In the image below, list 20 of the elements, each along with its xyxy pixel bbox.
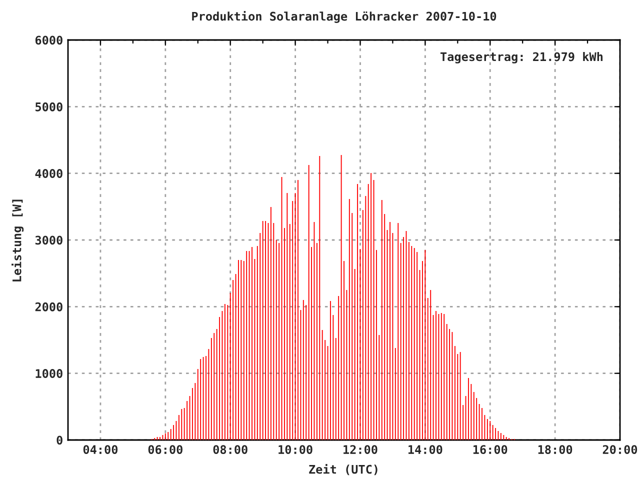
x-tick-label: 16:00 bbox=[473, 445, 508, 454]
x-tick-label: 18:00 bbox=[538, 445, 572, 454]
y-tick-label: 0 bbox=[56, 436, 62, 445]
y-tick-label: 3000 bbox=[35, 236, 62, 245]
x-axis-title: Zeit (UTC) bbox=[309, 464, 378, 476]
annotation: Tagesertrag: 21.979 kWh bbox=[440, 52, 603, 64]
x-tick-label: 14:00 bbox=[408, 445, 442, 454]
y-tick-label: 2000 bbox=[35, 302, 62, 312]
x-tick-label: 06:00 bbox=[148, 445, 182, 454]
y-tick-label: 1000 bbox=[36, 369, 62, 378]
chart-title: Produktion Solaranlage Löhracker 2007-10-10 bbox=[192, 10, 496, 23]
x-tick-label: 12:00 bbox=[344, 445, 378, 454]
x-tick-label: 10:00 bbox=[278, 445, 312, 454]
x-tick-label: 20:00 bbox=[602, 445, 638, 454]
y-tick-label: 6000 bbox=[35, 36, 62, 45]
y-tick-label: 5000 bbox=[36, 102, 62, 112]
y-tick-label: 4000 bbox=[35, 169, 62, 178]
y-axis-title: Leistung [W] bbox=[12, 200, 24, 282]
x-tick-label: 08:00 bbox=[213, 445, 248, 454]
x-tick-label: 04:00 bbox=[83, 445, 118, 454]
